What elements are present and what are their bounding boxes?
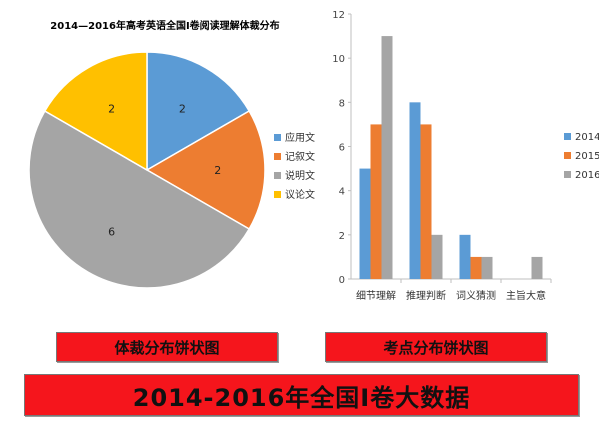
legend-label: 2015 (575, 151, 599, 162)
legend-label: 记叙文 (285, 150, 315, 163)
pie-data-label: 2 (214, 164, 221, 177)
pie-slice-1 (145, 109, 266, 231)
y-tick-label: 12 (332, 10, 345, 21)
legend-swatch (564, 133, 571, 140)
x-tick-label: 主旨大意 (506, 289, 546, 302)
x-tick-label: 推理判断 (406, 289, 446, 302)
genre-distribution-banner: 体裁分布饼状图 (56, 332, 278, 362)
pie-data-label: 2 (108, 103, 115, 116)
pie-data-label: 6 (108, 225, 115, 238)
pie-slice-3 (43, 51, 148, 172)
y-tick-label: 2 (339, 231, 345, 242)
x-tick-label: 细节理解 (356, 289, 396, 302)
pie-chart-title: 2014—2016年高考英语全国I卷阅读理解体裁分布 (50, 21, 280, 32)
bar-2014-2 (459, 234, 471, 279)
legend-swatch (564, 152, 571, 159)
bar-2015-1 (420, 124, 432, 280)
bar-2014-1 (409, 102, 421, 279)
pie-data-label: 2 (179, 103, 186, 116)
y-tick-label: 6 (339, 143, 345, 154)
question-type-distribution-banner: 考点分布饼状图 (325, 332, 547, 362)
legend-swatch (274, 134, 281, 141)
y-tick-label: 10 (332, 54, 345, 65)
x-tick-label: 词义猜测 (456, 289, 496, 302)
bar-chart: 0 2 4 6 8 10 12 细节理解 推理判断 词义猜测 主旨大意 2014 2015 2016 (332, 10, 599, 302)
legend-label: 2016 (575, 170, 599, 181)
bar-2014-0 (359, 168, 371, 279)
legend-label: 议论文 (285, 188, 315, 201)
legend-swatch (274, 191, 281, 198)
bar-2016-0 (381, 36, 393, 280)
legend-swatch (274, 153, 281, 160)
y-tick-label: 0 (339, 275, 345, 286)
legend-swatch (564, 171, 571, 178)
bar-2015-0 (370, 124, 382, 280)
pie-slice-2 (28, 109, 251, 289)
y-tick-label: 4 (339, 187, 345, 198)
y-tick-label: 8 (339, 98, 345, 109)
legend-swatch (274, 172, 281, 179)
bar-2016-2 (481, 256, 493, 279)
bar-2016-3 (531, 256, 543, 279)
legend-label: 说明文 (285, 169, 315, 182)
bar-2015-2 (470, 256, 482, 279)
legend-label: 2014 (575, 132, 599, 143)
bar-2016-1 (431, 234, 443, 279)
main-title-banner: 2014-2016年全国I卷大数据 (24, 374, 579, 416)
pie-slice-0 (146, 51, 251, 172)
legend-label: 应用文 (285, 131, 315, 144)
